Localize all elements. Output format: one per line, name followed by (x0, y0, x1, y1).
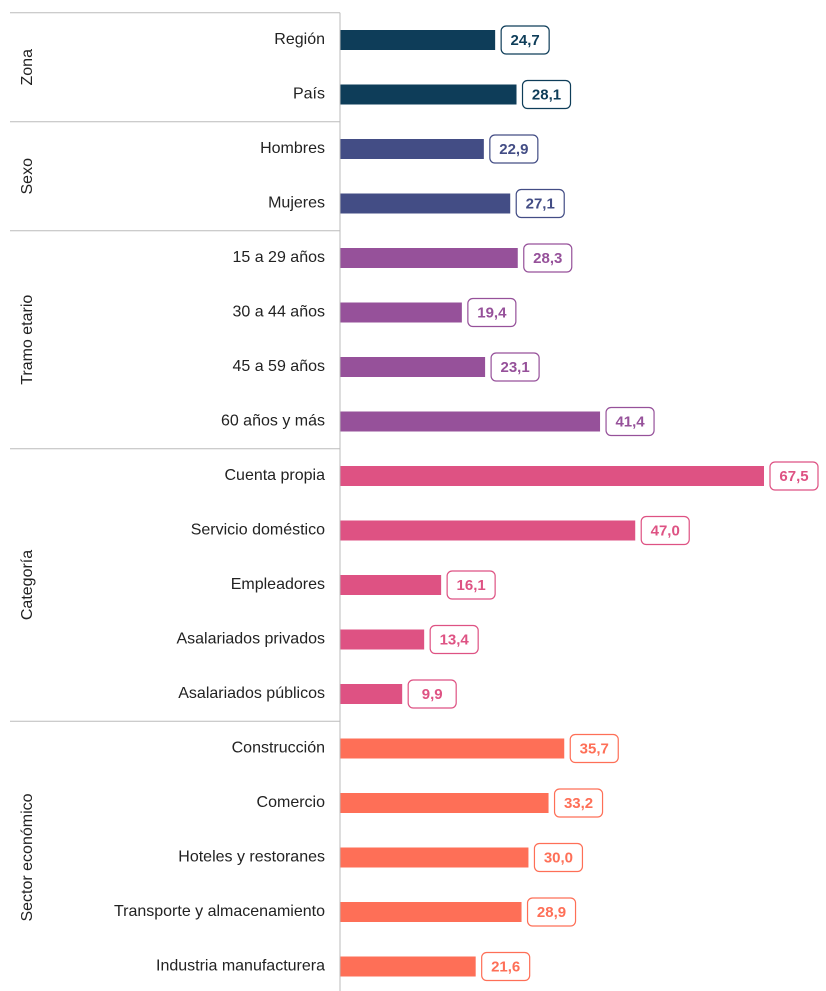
bar (340, 738, 565, 759)
group-label: Sector económico (19, 793, 36, 921)
value-label: 47,0 (651, 522, 680, 539)
value-label: 33,2 (564, 795, 593, 812)
category-label: Construcción (232, 740, 325, 757)
category-label: 15 a 29 años (232, 249, 325, 266)
value-label: 30,0 (544, 849, 573, 866)
bar (340, 466, 764, 486)
bar (340, 193, 511, 214)
category-label: Región (274, 31, 325, 48)
category-label: Cuenta propia (224, 467, 325, 484)
value-label-box (523, 243, 573, 273)
bar (340, 847, 529, 868)
value-label-box (481, 951, 531, 982)
value-label: 23,1 (501, 359, 530, 376)
category-label: Asalariados privados (176, 631, 325, 648)
category-label: Comercio (257, 794, 326, 811)
group-label: Categoría (19, 550, 36, 620)
category-label: País (293, 86, 325, 103)
value-label: 19,4 (477, 304, 507, 321)
bar (340, 357, 486, 377)
bar (340, 139, 484, 159)
value-label: 35,7 (580, 740, 609, 757)
value-label-box (553, 788, 604, 818)
value-label-box (521, 79, 572, 110)
value-label: 24,7 (511, 32, 540, 49)
value-label: 16,1 (457, 577, 486, 594)
category-label: Mujeres (268, 195, 325, 212)
bar (340, 684, 403, 704)
bar (340, 575, 442, 595)
group-label: Tramo etario (19, 295, 36, 385)
value-label: 22,9 (499, 141, 528, 158)
bar (340, 302, 462, 323)
bar (340, 84, 517, 105)
value-label-box (489, 134, 539, 164)
category-label: Servicio doméstico (191, 522, 325, 539)
value-label-box (429, 624, 479, 655)
value-label: 27,1 (526, 195, 555, 212)
value-label: 21,6 (491, 958, 520, 975)
value-label: 41,4 (615, 413, 645, 430)
value-label: 28,1 (532, 86, 561, 103)
category-label: Transporte y almacenamiento (114, 903, 325, 920)
value-label-box (533, 842, 584, 873)
category-label: Empleadores (231, 576, 325, 593)
value-label-box (769, 461, 819, 491)
bar (340, 793, 549, 813)
bar (340, 956, 476, 977)
value-label-box (407, 679, 457, 709)
value-label-box (490, 352, 540, 382)
value-label: 28,3 (533, 250, 562, 267)
bar (340, 248, 518, 268)
category-label: 45 a 59 años (232, 358, 325, 375)
bar (340, 520, 636, 541)
value-label: 67,5 (779, 468, 808, 485)
value-label-box (569, 733, 619, 764)
value-label: 9,9 (422, 686, 443, 703)
category-label: Asalariados públicos (178, 685, 325, 702)
value-label-box (446, 570, 496, 600)
value-label-box (526, 897, 577, 927)
category-label: 30 a 44 años (232, 304, 325, 321)
bar (340, 411, 601, 432)
group-label: Sexo (19, 158, 36, 195)
value-label-box (500, 25, 550, 55)
value-label-box (467, 297, 517, 328)
category-label: Hombres (260, 140, 325, 157)
category-label: 60 años y más (221, 413, 325, 430)
value-label: 13,4 (440, 631, 470, 648)
value-label: 28,9 (537, 904, 566, 921)
bar (340, 30, 496, 50)
bar (340, 629, 425, 650)
category-label: Hoteles y restoranes (178, 849, 325, 866)
bar (340, 902, 522, 922)
value-label-box (640, 515, 690, 546)
value-label-box (605, 406, 655, 437)
category-label: Industria manufacturera (156, 958, 325, 975)
value-label-box (515, 188, 565, 219)
group-label: Zona (19, 49, 36, 86)
